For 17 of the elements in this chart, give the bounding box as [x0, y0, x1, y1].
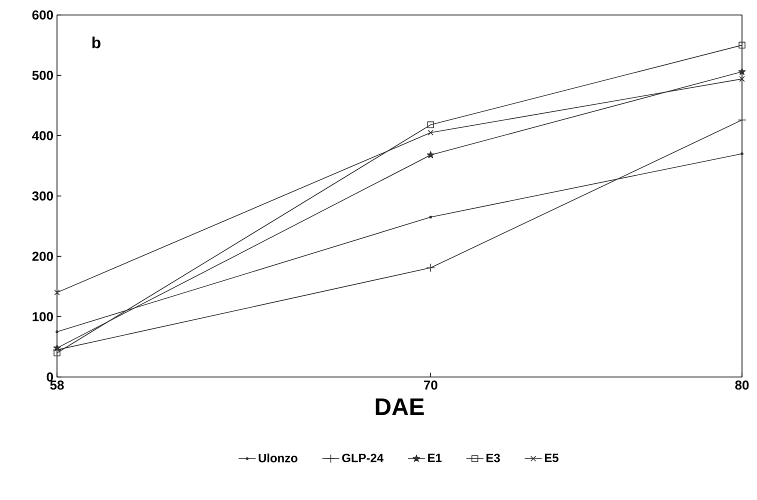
legend-label: E3: [486, 454, 500, 462]
y-tick-label: 600: [32, 10, 53, 20]
y-tick-label: 0: [46, 372, 53, 382]
legend-label: Ulonzo: [258, 454, 298, 462]
y-tick-label: 200: [32, 252, 53, 261]
annotation: b: [92, 36, 100, 48]
x-tick-label: 80: [735, 380, 749, 390]
y-tick-label: 400: [32, 131, 53, 140]
x-axis-title: DAE: [376, 398, 424, 415]
legend-label: E5: [544, 454, 558, 462]
x-tick-label: 58: [50, 380, 64, 390]
x-tick-label: 70: [424, 380, 438, 390]
y-tick-label: 100: [32, 312, 53, 322]
legend-label: GLP-24: [342, 454, 384, 462]
y-tick-label: 500: [32, 70, 53, 80]
legend-label: E1: [428, 454, 442, 462]
y-tick-label: 300: [32, 191, 53, 201]
